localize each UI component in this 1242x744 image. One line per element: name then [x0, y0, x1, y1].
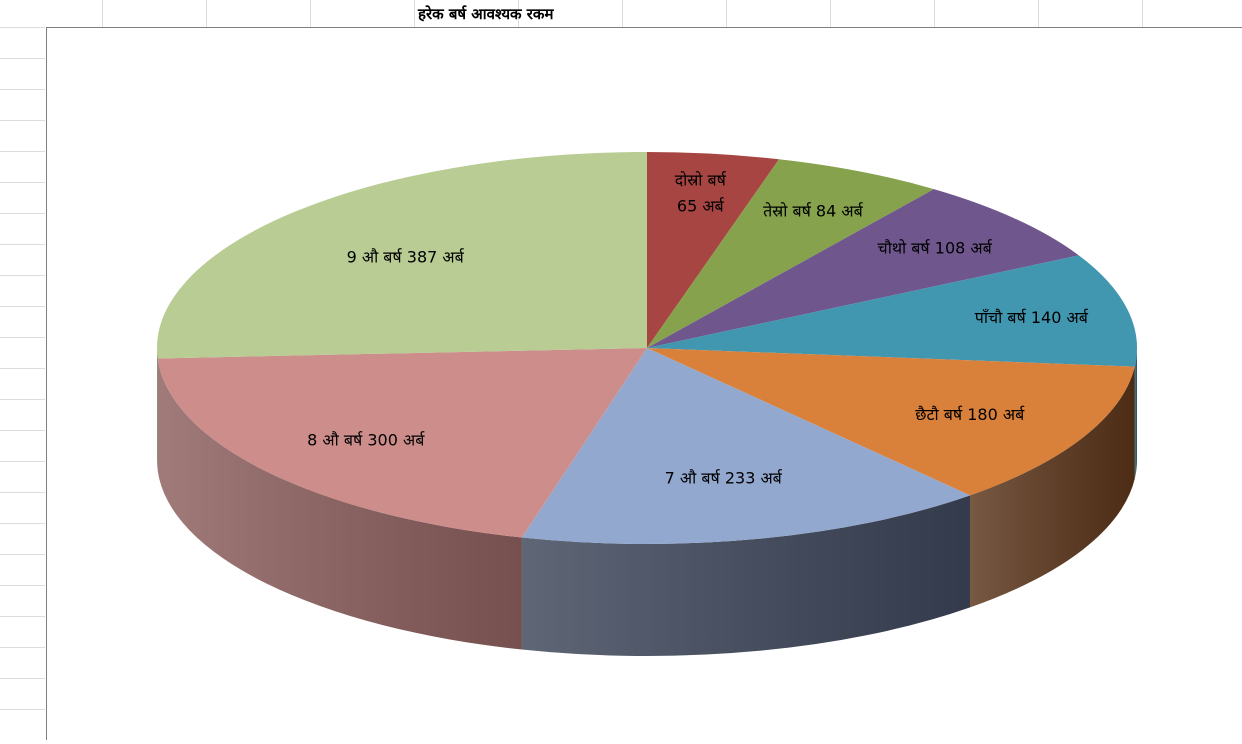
- pie-slice[interactable]: [647, 255, 1138, 367]
- pie-data-label: छैटौ बर्ष 180 अर्ब: [915, 405, 1025, 424]
- pie-data-label: 7 औ बर्ष 233 अर्ब: [665, 469, 783, 488]
- chart-area[interactable]: दोस्रो बर्ष 65 अर्ब तेस्रो बर्ष 84 अर्ब चौथ…: [46, 27, 1242, 740]
- pie-slice[interactable]: [157, 152, 647, 359]
- pie-slices: [157, 152, 1138, 545]
- pie-slice-side-shade: [970, 366, 1135, 608]
- sheet-title-cell[interactable]: हरेक बर्ष आवश्यक रकम: [418, 5, 554, 23]
- pie-slice-side-shade: [1134, 348, 1137, 479]
- pie-sides: [157, 348, 1137, 656]
- pie-slice[interactable]: [647, 189, 1079, 348]
- pie-data-label: तेस्रो बर्ष 84 अर्ब: [763, 201, 864, 220]
- pie-data-label: दोस्रो बर्ष 65 अर्ब: [675, 171, 727, 216]
- pie-slice-side-shade: [157, 358, 522, 650]
- pie-slice[interactable]: [647, 159, 934, 348]
- pie-data-labels: दोस्रो बर्ष 65 अर्ब तेस्रो बर्ष 84 अर्ब चौथ…: [307, 171, 1089, 488]
- pie-slice-side-shade: [157, 348, 158, 471]
- pie-slice[interactable]: [647, 348, 1135, 496]
- pie-data-label: पाँचौ बर्ष 140 अर्ब: [975, 308, 1089, 327]
- pie-data-label: चौथो बर्ष 108 अर्ब: [878, 238, 993, 257]
- pie-data-label: 9 औ बर्ष 387 अर्ब: [347, 247, 465, 266]
- pie-slice[interactable]: [521, 348, 971, 545]
- pie-slice[interactable]: [157, 348, 647, 538]
- pie-chart-3d: दोस्रो बर्ष 65 अर्ब तेस्रो बर्ष 84 अर्ब चौथ…: [157, 152, 1138, 656]
- pie-data-label: 8 औ बर्ष 300 अर्ब: [307, 431, 425, 450]
- pie-slice[interactable]: [647, 152, 780, 348]
- pie-slice-side-shade: [521, 495, 971, 656]
